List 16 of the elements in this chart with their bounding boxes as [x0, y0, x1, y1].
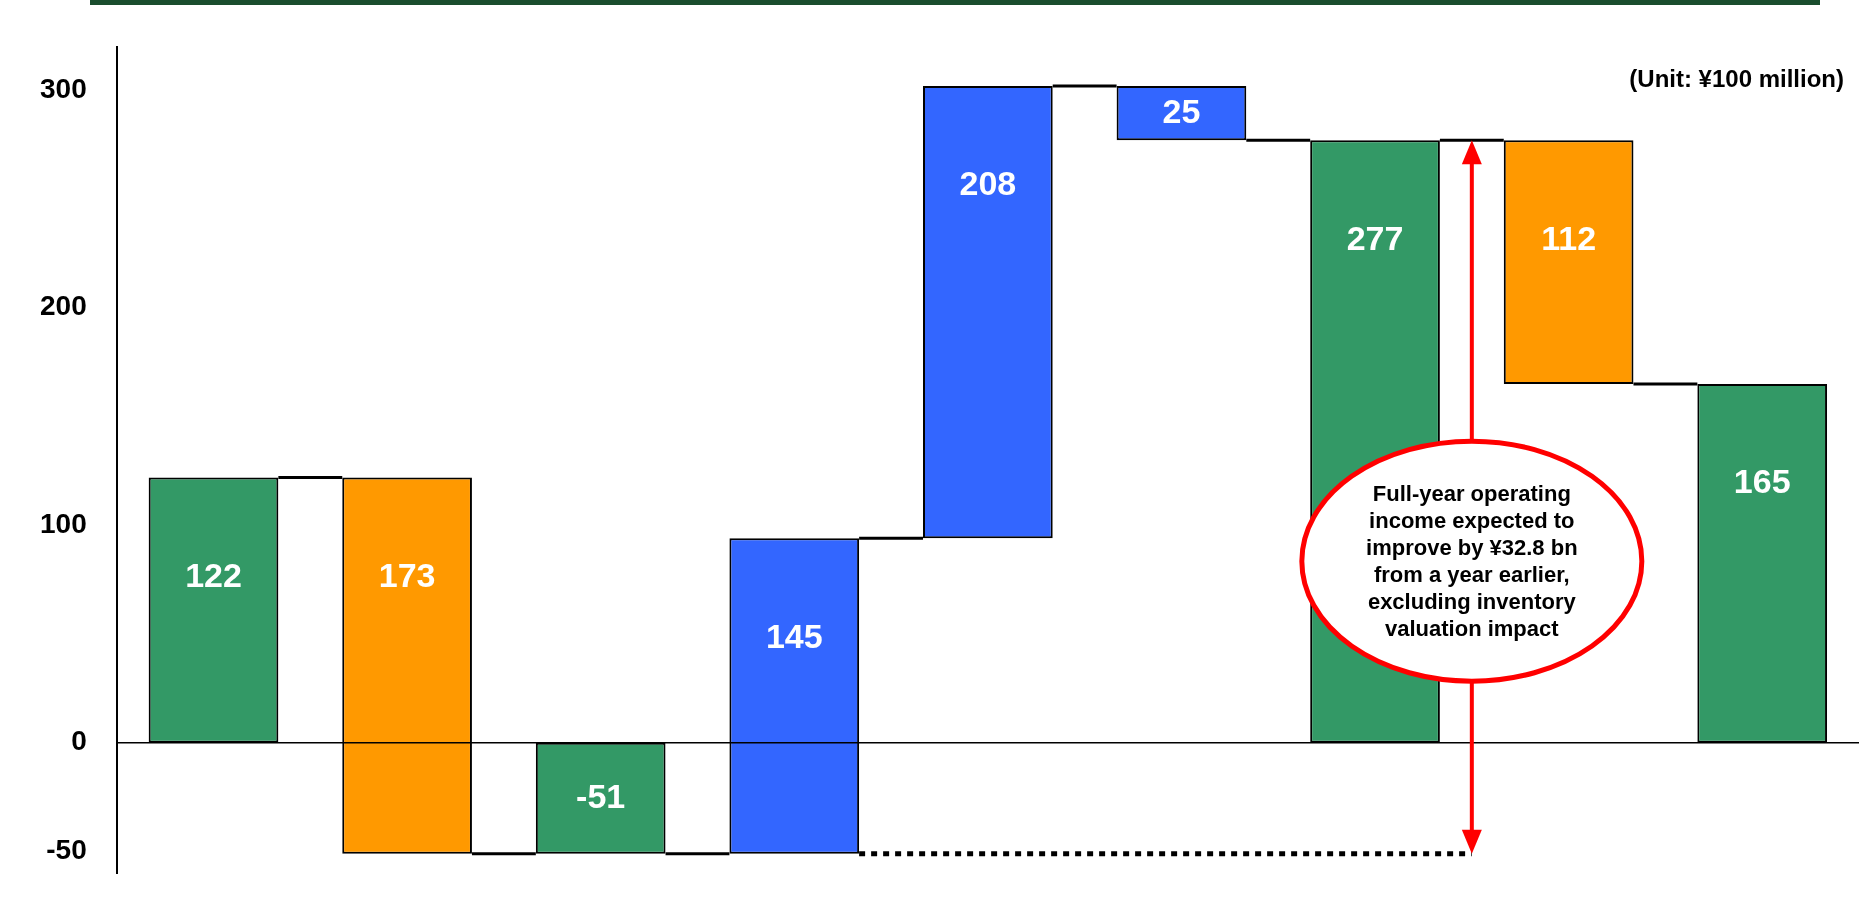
data-label: 277 — [1346, 218, 1404, 257]
data-label: 112 — [1541, 218, 1597, 257]
annotation: Full-year operating income expected to improve by ¥32.8 bn from a year earlier, excluding inventory valuation impact — [1365, 480, 1579, 644]
y-tick-label: 100 — [40, 507, 87, 539]
data-label: 122 — [185, 555, 242, 594]
y-tick-label: 0 — [71, 725, 87, 757]
data-label: 173 — [378, 555, 436, 594]
data-label: -51 — [576, 776, 626, 815]
y-tick-label: 200 — [40, 290, 87, 322]
data-label: 208 — [959, 164, 1017, 203]
data-label: 25 — [1162, 91, 1201, 130]
data-label: 165 — [1733, 462, 1791, 501]
y-tick-label: 300 — [40, 73, 87, 105]
y-tick-label: -50 — [46, 834, 87, 866]
data-label: 145 — [765, 616, 823, 655]
annotation: (Unit: ¥100 million) — [1629, 65, 1844, 93]
